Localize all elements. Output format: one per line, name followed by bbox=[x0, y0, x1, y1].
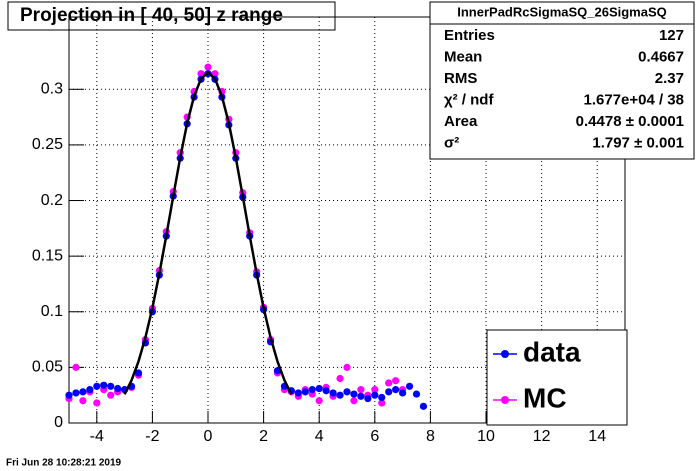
data-point bbox=[350, 390, 358, 398]
stats-value: 127 bbox=[659, 27, 684, 44]
data-point bbox=[392, 377, 400, 385]
stats-label: Mean bbox=[444, 48, 482, 65]
chart-title: Projection in [ 40, 50] z range bbox=[20, 5, 283, 26]
data-point bbox=[385, 388, 393, 396]
legend-marker bbox=[501, 396, 509, 404]
data-point bbox=[405, 382, 414, 390]
timestamp: Fri Jun 28 10:28:21 2019 bbox=[6, 458, 122, 469]
x-tick-label: 0 bbox=[204, 428, 213, 445]
title-box bbox=[7, 1, 336, 31]
stats-box bbox=[429, 1, 695, 160]
x-tick-label: 6 bbox=[370, 428, 379, 445]
data-point bbox=[378, 399, 386, 407]
data-point bbox=[72, 363, 80, 371]
x-tick-label: -2 bbox=[145, 428, 159, 445]
data-point bbox=[294, 389, 302, 397]
x-tick-label: 14 bbox=[588, 428, 606, 445]
data-point bbox=[399, 389, 407, 397]
data-point bbox=[65, 391, 73, 399]
legend-label: MC bbox=[523, 382, 567, 413]
legend-label: data bbox=[523, 336, 581, 367]
data-point bbox=[107, 391, 115, 399]
stats-value: 2.37 bbox=[655, 70, 684, 87]
data-point bbox=[315, 397, 323, 405]
y-tick-label: 0.1 bbox=[41, 303, 63, 320]
data-point bbox=[343, 363, 351, 371]
y-tick-label: 0.05 bbox=[32, 359, 63, 376]
x-tick-label: 10 bbox=[477, 428, 495, 445]
data-point bbox=[93, 399, 101, 407]
data-point bbox=[134, 369, 143, 377]
data-point bbox=[315, 384, 323, 393]
stats-label: RMS bbox=[444, 70, 477, 87]
data-point bbox=[343, 388, 351, 396]
x-tick-label: 8 bbox=[426, 428, 435, 445]
data-point bbox=[378, 393, 386, 402]
plot-frame bbox=[68, 16, 626, 424]
data-point bbox=[93, 382, 101, 390]
data-point bbox=[79, 397, 87, 405]
x-tick-label: -4 bbox=[90, 428, 104, 445]
data-point bbox=[204, 63, 212, 71]
fit-curve bbox=[123, 70, 293, 395]
data-point bbox=[336, 391, 344, 399]
stats-label: Entries bbox=[444, 27, 495, 44]
data-point bbox=[100, 381, 108, 389]
y-tick-label: 0.15 bbox=[32, 247, 63, 264]
data-point bbox=[86, 386, 94, 394]
data-point bbox=[301, 388, 309, 396]
data-point bbox=[385, 379, 393, 387]
data-point bbox=[364, 394, 372, 403]
y-tick-label: 0 bbox=[54, 414, 63, 431]
data-point bbox=[371, 386, 379, 394]
stats-value: 0.4667 bbox=[638, 48, 684, 65]
data-point bbox=[371, 391, 379, 399]
stats-label: χ² / ndf bbox=[444, 91, 494, 108]
y-tick-label: 0.2 bbox=[41, 192, 63, 209]
data-point bbox=[357, 386, 365, 394]
stats-title: InnerPadRcSigmaSQ_26SigmaSQ bbox=[457, 4, 667, 19]
data-point bbox=[308, 386, 316, 394]
y-tick-label: 0.3 bbox=[41, 81, 63, 98]
data-point bbox=[322, 387, 330, 395]
y-tick-label: 0.25 bbox=[32, 136, 63, 153]
stats-value: 1.797 ± 0.001 bbox=[592, 134, 684, 151]
x-tick-label: 12 bbox=[533, 428, 551, 445]
legend-marker bbox=[501, 350, 509, 358]
data-point bbox=[392, 386, 400, 394]
data-point bbox=[419, 402, 428, 410]
data-point bbox=[357, 392, 365, 400]
data-point bbox=[329, 389, 337, 397]
stats-value: 1.677e+04 / 38 bbox=[583, 91, 684, 108]
x-tick-label: 4 bbox=[315, 428, 324, 445]
data-point bbox=[412, 390, 421, 398]
legend-box bbox=[486, 329, 628, 426]
stats-label: σ² bbox=[444, 134, 459, 151]
stats-label: Area bbox=[444, 113, 478, 130]
x-tick-label: 2 bbox=[259, 428, 268, 445]
data-point bbox=[336, 374, 344, 383]
data-point bbox=[114, 384, 122, 393]
data-point bbox=[72, 389, 80, 397]
data-point bbox=[350, 397, 358, 405]
data-point bbox=[107, 382, 115, 390]
stats-value: 0.4478 ± 0.0001 bbox=[576, 113, 684, 130]
data-point bbox=[79, 388, 87, 396]
